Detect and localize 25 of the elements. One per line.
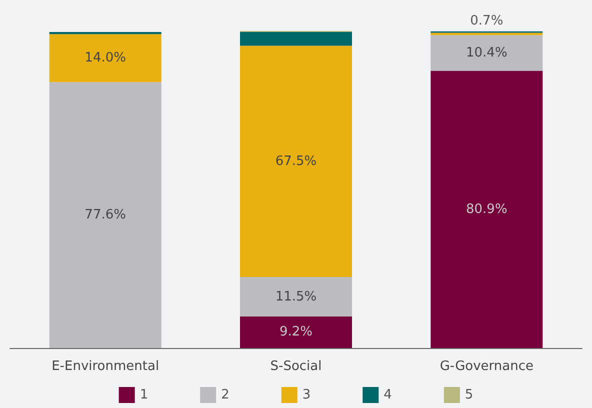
data-label: 11.5% <box>275 289 317 304</box>
bar <box>430 70 543 348</box>
bar <box>49 34 162 82</box>
data-label: 0.7% <box>470 14 504 29</box>
bar <box>240 32 352 46</box>
bar <box>49 82 162 348</box>
data-label: 9.2% <box>279 324 313 340</box>
legend-label: 1 <box>140 388 148 402</box>
data-label: 67.5% <box>275 154 317 169</box>
data-label: 80.9% <box>466 202 508 217</box>
x-tick-label: S-Social <box>270 359 322 374</box>
bar <box>430 32 543 36</box>
legend-label: 4 <box>384 388 392 402</box>
data-label: 77.6% <box>84 208 126 223</box>
x-tick-label: E-Environmental <box>52 359 160 374</box>
bar <box>430 35 543 71</box>
legend-label: 2 <box>221 388 230 402</box>
data-label: 14.0% <box>84 50 126 66</box>
bar <box>240 316 352 348</box>
data-label: 10.4% <box>466 45 508 60</box>
legend-label: 3 <box>302 388 311 402</box>
bar <box>240 277 352 316</box>
x-tick-label: G-Governance <box>440 359 534 374</box>
legend-label: 5 <box>464 388 474 402</box>
bar <box>240 46 352 278</box>
